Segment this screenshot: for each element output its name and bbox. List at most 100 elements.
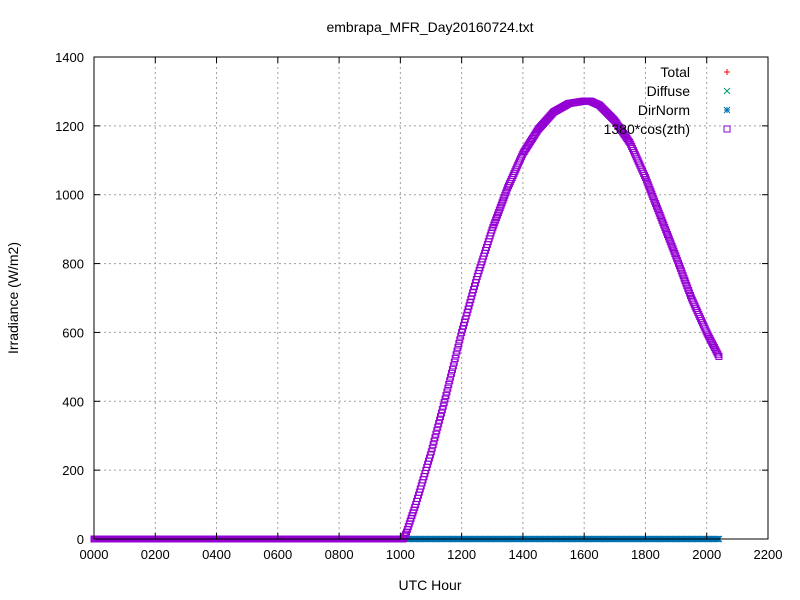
legend-label: DirNorm [638, 102, 690, 118]
cos-zth-point [663, 228, 671, 236]
cos-zth-point [443, 388, 451, 396]
legend-marker [724, 69, 730, 75]
cos-zth-point [659, 219, 667, 227]
cos-zth-point [650, 195, 658, 203]
x-tick-label: 0800 [325, 547, 354, 562]
x-tick-label: 1200 [447, 547, 476, 562]
cos-zth-point [681, 277, 689, 285]
cos-zth-point [494, 209, 502, 217]
cos-zth-point [678, 269, 686, 277]
y-tick-label: 400 [62, 394, 84, 409]
cos-zth-point [442, 392, 450, 400]
plot-frame [93, 56, 769, 540]
cos-zth-point [671, 250, 679, 258]
cos-zth-point [679, 272, 687, 280]
cos-zth-point [682, 279, 690, 287]
cos-zth-point [450, 358, 458, 366]
x-tick-label: 2200 [754, 547, 783, 562]
cos-zth-point [433, 427, 441, 435]
cos-zth-point [440, 399, 448, 407]
cos-zth-point [495, 206, 503, 214]
x-tick-label: 1800 [631, 547, 660, 562]
cos-zth-point [448, 366, 456, 374]
y-tick-label: 600 [62, 325, 84, 340]
legend-label: Diffuse [647, 83, 691, 99]
cos-zth-point [439, 402, 447, 410]
cos-zth-point [496, 204, 504, 212]
cos-zth-point [676, 264, 684, 272]
cos-zth-point [448, 369, 456, 377]
cos-zth-point [503, 186, 511, 194]
legend-label: 1380*cos(zth) [604, 121, 690, 137]
cos-zth-point [455, 340, 463, 348]
y-tick-label: 1400 [55, 50, 84, 65]
cos-zth-point [492, 216, 500, 224]
chart-title: embrapa_MFR_Day20160724.txt [326, 19, 533, 35]
y-axis-label: Irradiance (W/m2) [5, 242, 21, 354]
cos-zth-point [667, 240, 675, 248]
cos-zth-point [658, 216, 666, 224]
cos-zth-point [498, 199, 506, 207]
x-axis-label: UTC Hour [398, 577, 461, 593]
cos-zth-point [648, 190, 656, 198]
cos-zth-point [655, 209, 663, 217]
cos-zth-point [668, 242, 676, 250]
cos-zth-point [654, 207, 662, 215]
cos-zth-point [675, 262, 683, 270]
cos-zth-point [640, 169, 648, 177]
cos-zth-point [457, 332, 465, 340]
x-tick-label: 1000 [386, 547, 415, 562]
cos-zth-point [502, 189, 510, 197]
legend: Total Diffuse DirNorm 1380*cos(zth) [604, 64, 731, 137]
cos-zth-point [447, 373, 455, 381]
cos-zth-point [686, 292, 694, 300]
cos-zth-point [653, 204, 661, 212]
cos-zth-point [444, 384, 452, 392]
cos-zth-point [715, 353, 723, 361]
cos-zth-point [454, 343, 462, 351]
legend-marker [723, 106, 731, 114]
cos-zth-point [662, 226, 670, 234]
cos-zth-point [490, 221, 498, 229]
cos-zth-point [501, 191, 509, 199]
cos-zth-point [669, 245, 677, 253]
series-cos-zth [90, 97, 723, 543]
cos-zth-point [436, 413, 444, 421]
cos-zth-point [660, 221, 668, 229]
y-tick-label: 1200 [55, 119, 84, 134]
cos-zth-point [666, 238, 674, 246]
cos-zth-point [651, 197, 659, 205]
cos-zth-point [438, 406, 446, 414]
cos-zth-point [436, 416, 444, 424]
legend-marker [723, 87, 731, 95]
cos-zth-point [432, 430, 440, 438]
cos-zth-point [713, 349, 721, 357]
series-layer [90, 97, 723, 543]
cos-zth-point [656, 212, 664, 220]
cos-zth-point [641, 171, 649, 179]
cos-zth-point [664, 231, 672, 239]
cos-zth-point [677, 267, 685, 275]
cos-zth-point [652, 202, 660, 210]
cos-zth-point [685, 287, 693, 295]
cos-zth-point [686, 289, 694, 297]
cos-zth-point [500, 194, 508, 202]
cos-zth-point [456, 336, 464, 344]
x-tick-label: 2000 [692, 547, 721, 562]
cos-zth-point [452, 351, 460, 359]
cos-zth-point [427, 448, 435, 456]
y-axis-ticks: 0 200 400 600 800 1000 1200 1400 [55, 50, 768, 547]
cos-zth-point [647, 188, 655, 196]
cos-zth-point [673, 254, 681, 262]
cos-zth-point [683, 282, 691, 290]
cos-zth-point [670, 247, 678, 255]
legend-label: Total [660, 64, 690, 80]
cos-zth-point [680, 274, 688, 282]
cos-zth-point [493, 211, 501, 219]
y-tick-label: 200 [62, 463, 84, 478]
cos-zth-point [493, 214, 501, 222]
cos-zth-point [674, 257, 682, 265]
cos-zth-point [441, 395, 449, 403]
cos-zth-point [657, 214, 665, 222]
